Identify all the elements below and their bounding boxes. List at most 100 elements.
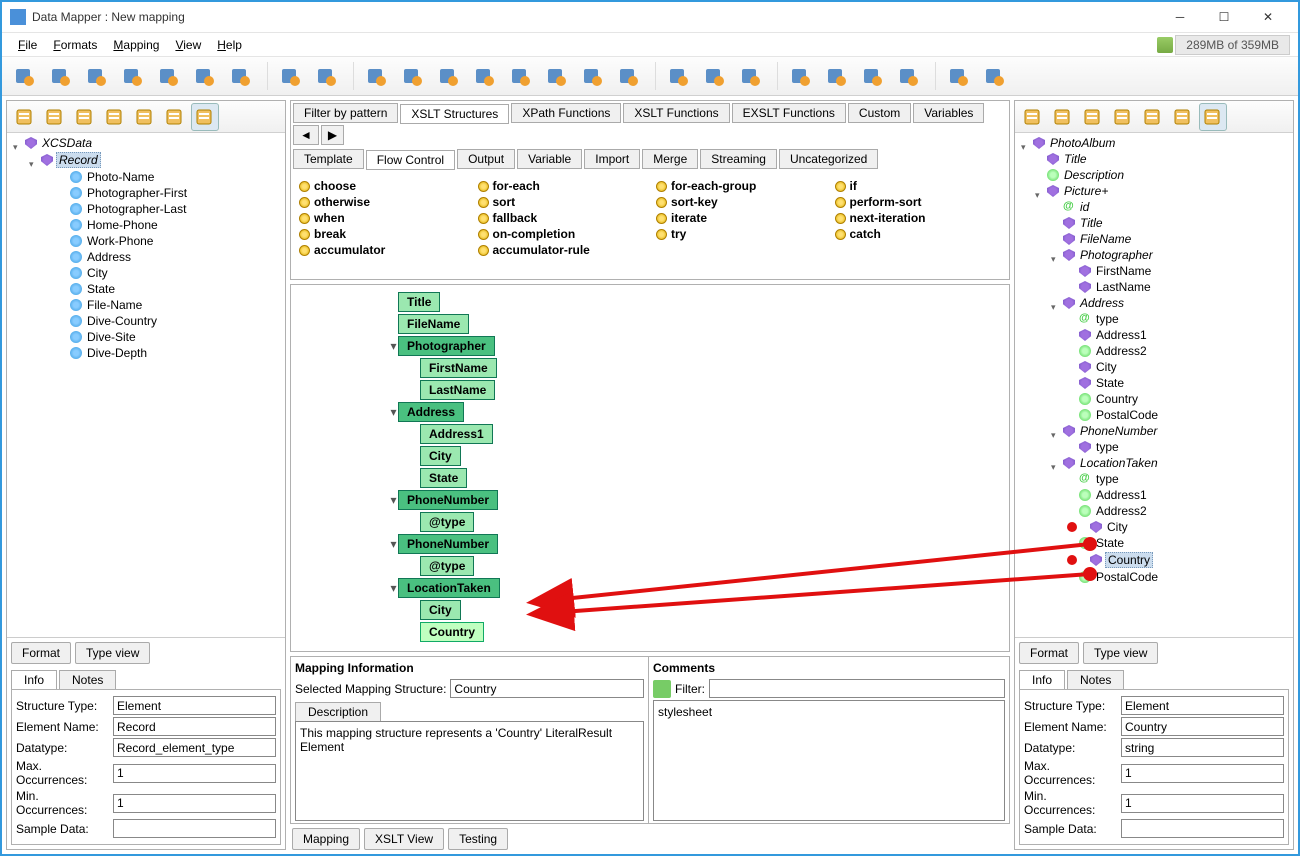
mapping-node[interactable]: State bbox=[371, 467, 1009, 489]
tree-node[interactable]: File-Name bbox=[45, 297, 283, 313]
tree-node[interactable]: type bbox=[1035, 471, 1291, 487]
tree-node[interactable]: Work-Phone bbox=[45, 233, 283, 249]
palette-item[interactable]: for-each bbox=[478, 179, 645, 193]
tree-node[interactable]: Address1 bbox=[1035, 487, 1291, 503]
palette-item[interactable]: if bbox=[835, 179, 1002, 193]
tab-mapping[interactable]: Mapping bbox=[292, 828, 360, 850]
tree-node[interactable]: Country bbox=[1035, 551, 1291, 569]
tree-node[interactable]: Photographer-First bbox=[45, 185, 283, 201]
mapping-node[interactable]: ▾LocationTaken bbox=[371, 577, 1009, 599]
tree-node[interactable]: Address2 bbox=[1035, 503, 1291, 519]
palette-item[interactable]: catch bbox=[835, 227, 1002, 241]
tree-node[interactable]: XCSData bbox=[13, 135, 283, 151]
toolbar-button-5[interactable] bbox=[188, 60, 220, 92]
tree-node[interactable]: type bbox=[1035, 439, 1291, 455]
tree-node[interactable]: type bbox=[1035, 311, 1291, 327]
palette-item[interactable]: perform-sort bbox=[835, 195, 1002, 209]
tree-node[interactable]: Title bbox=[1035, 215, 1291, 231]
tab-merge[interactable]: Merge bbox=[642, 149, 698, 169]
palette-item[interactable]: accumulator-rule bbox=[478, 243, 645, 257]
palette-item[interactable]: sort bbox=[478, 195, 645, 209]
tree-node[interactable]: State bbox=[1035, 375, 1291, 391]
tree-node[interactable]: Photographer bbox=[1035, 247, 1291, 263]
toolbar-button-25[interactable] bbox=[978, 60, 1010, 92]
toolbar-button-7[interactable] bbox=[274, 60, 306, 92]
edit-icon[interactable] bbox=[1169, 103, 1197, 131]
palette-item[interactable]: break bbox=[299, 227, 466, 241]
tab-testing[interactable]: Testing bbox=[448, 828, 508, 850]
arrow-icon[interactable] bbox=[1019, 103, 1047, 131]
toolbar-button-15[interactable] bbox=[576, 60, 608, 92]
doc-icon[interactable] bbox=[71, 103, 99, 131]
tree-node[interactable]: Address1 bbox=[1035, 327, 1291, 343]
tree-node[interactable]: Title bbox=[1035, 151, 1291, 167]
mapping-node[interactable]: ▾PhoneNumber bbox=[371, 489, 1009, 511]
palette-item[interactable]: fallback bbox=[478, 211, 645, 225]
prop-input[interactable] bbox=[113, 794, 276, 813]
mapping-node[interactable]: LastName bbox=[371, 379, 1009, 401]
close-button[interactable]: ✕ bbox=[1246, 3, 1290, 31]
tab-nav[interactable]: ▶ bbox=[321, 125, 344, 145]
subtab-notes[interactable]: Notes bbox=[59, 670, 116, 689]
toolbar-button-20[interactable] bbox=[784, 60, 816, 92]
tab-variables[interactable]: Variables bbox=[913, 103, 984, 123]
menu-formats[interactable]: Formats bbox=[45, 36, 105, 54]
toolbar-button-2[interactable] bbox=[80, 60, 112, 92]
palette-item[interactable]: next-iteration bbox=[835, 211, 1002, 225]
toolbar-button-17[interactable] bbox=[662, 60, 694, 92]
tree-node[interactable]: PostalCode bbox=[1035, 569, 1291, 585]
tree-node[interactable]: Picture+ bbox=[1035, 183, 1291, 199]
tree-node[interactable]: LastName bbox=[1035, 279, 1291, 295]
mapping-node[interactable]: Address1 bbox=[371, 423, 1009, 445]
mapping-node[interactable]: Country bbox=[371, 621, 1009, 643]
left-tree[interactable]: XCSDataRecordPhoto-NamePhotographer-Firs… bbox=[7, 133, 285, 637]
mapping-node[interactable]: ▾Address bbox=[371, 401, 1009, 423]
tree-node[interactable]: Dive-Depth bbox=[45, 345, 283, 361]
prop-input[interactable] bbox=[1121, 696, 1284, 715]
tab-format[interactable]: Format bbox=[1019, 642, 1079, 664]
tree-node[interactable]: Address bbox=[1035, 295, 1291, 311]
tab-uncategorized[interactable]: Uncategorized bbox=[779, 149, 878, 169]
eye-icon[interactable] bbox=[131, 103, 159, 131]
palette-item[interactable] bbox=[835, 243, 1002, 257]
tree-node[interactable]: City bbox=[1035, 359, 1291, 375]
tree-node[interactable]: FirstName bbox=[1035, 263, 1291, 279]
list-icon[interactable] bbox=[1109, 103, 1137, 131]
tree-node[interactable]: id bbox=[1035, 199, 1291, 215]
prop-input[interactable] bbox=[113, 696, 276, 715]
prop-input[interactable] bbox=[113, 717, 276, 736]
menu-file[interactable]: File bbox=[10, 36, 45, 54]
palette-item[interactable]: iterate bbox=[656, 211, 823, 225]
tab-xslt-functions[interactable]: XSLT Functions bbox=[623, 103, 729, 123]
toolbar-button-13[interactable] bbox=[504, 60, 536, 92]
subtab-notes[interactable]: Notes bbox=[1067, 670, 1124, 689]
tab-format[interactable]: Format bbox=[11, 642, 71, 664]
tab-filter-by-pattern[interactable]: Filter by pattern bbox=[293, 103, 398, 123]
list-icon[interactable] bbox=[101, 103, 129, 131]
tree-node[interactable]: Description bbox=[1035, 167, 1291, 183]
tab-type-view[interactable]: Type view bbox=[1083, 642, 1158, 664]
toolbar-button-16[interactable] bbox=[612, 60, 644, 92]
toolbar-button-11[interactable] bbox=[432, 60, 464, 92]
toolbar-button-22[interactable] bbox=[856, 60, 888, 92]
tab-output[interactable]: Output bbox=[457, 149, 515, 169]
toolbar-button-14[interactable] bbox=[540, 60, 572, 92]
palette-item[interactable]: sort-key bbox=[656, 195, 823, 209]
selected-structure-input[interactable] bbox=[450, 679, 644, 698]
mapping-node[interactable]: City bbox=[371, 599, 1009, 621]
tree-node[interactable]: Home-Phone bbox=[45, 217, 283, 233]
tree-node[interactable]: Address2 bbox=[1035, 343, 1291, 359]
grid-icon[interactable] bbox=[1199, 103, 1227, 131]
prop-input[interactable] bbox=[113, 738, 276, 757]
tab-exslt-functions[interactable]: EXSLT Functions bbox=[732, 103, 846, 123]
palette-item[interactable]: try bbox=[656, 227, 823, 241]
palette-item[interactable]: otherwise bbox=[299, 195, 466, 209]
tab-flow-control[interactable]: Flow Control bbox=[366, 150, 455, 170]
tab-variable[interactable]: Variable bbox=[517, 149, 582, 169]
minimize-button[interactable]: ─ bbox=[1158, 3, 1202, 31]
tab-xslt-structures[interactable]: XSLT Structures bbox=[400, 104, 509, 124]
tree-node[interactable]: PostalCode bbox=[1035, 407, 1291, 423]
tree-node[interactable]: Country bbox=[1035, 391, 1291, 407]
toolbar-button-8[interactable] bbox=[310, 60, 342, 92]
grid-icon[interactable] bbox=[191, 103, 219, 131]
